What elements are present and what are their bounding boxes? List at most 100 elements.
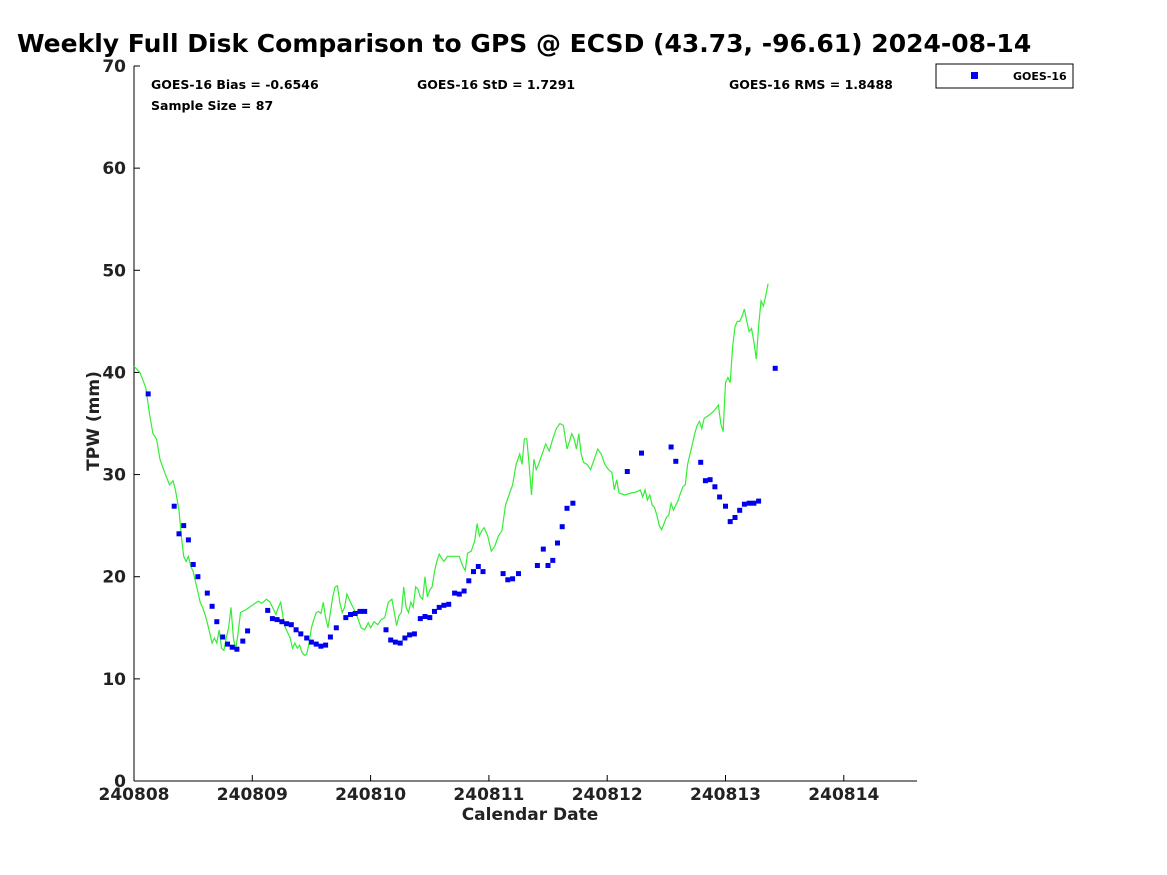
goes16-point <box>746 500 752 506</box>
legend-marker-icon <box>971 72 978 79</box>
goes16-point <box>265 607 271 613</box>
goes16-point <box>411 631 417 637</box>
goes16-point <box>723 503 728 509</box>
goes16-point <box>639 450 644 456</box>
goes16-point <box>171 503 177 509</box>
goes16-point <box>190 562 196 567</box>
goes16-point <box>352 611 358 616</box>
goes16-point <box>333 625 339 631</box>
goes16-point <box>245 628 251 634</box>
goes16-point <box>274 617 280 623</box>
legend-label: GOES-16 <box>1013 70 1067 83</box>
goes16-point <box>446 601 452 607</box>
y-axis-label: TPW (mm) <box>84 371 104 471</box>
stat-bias: GOES-16 Bias = -0.6546 <box>151 77 319 92</box>
y-tick-label: 30 <box>102 466 126 486</box>
x-tick-label: 240810 <box>335 785 406 805</box>
goes16-point <box>441 602 447 608</box>
goes16-point <box>500 571 506 577</box>
x-axis-label: Calendar Date <box>462 805 599 825</box>
x-tick-label: 240809 <box>217 785 288 805</box>
y-tick-label: 40 <box>102 363 126 383</box>
goes16-point <box>668 444 674 450</box>
goes16-point <box>209 603 215 609</box>
goes16-point <box>471 569 476 575</box>
goes16-point <box>427 615 433 621</box>
goes16-point <box>327 634 333 640</box>
goes16-point <box>362 608 368 614</box>
goes16-point <box>564 505 570 511</box>
goes16-point <box>456 591 462 597</box>
legend: GOES-16 <box>935 63 1074 89</box>
goes16-point <box>392 639 398 645</box>
goes16-point <box>313 641 319 647</box>
chart-title: Weekly Full Disk Comparison to GPS @ ECS… <box>17 29 1031 58</box>
stat-rms: GOES-16 RMS = 1.8488 <box>729 77 893 92</box>
goes16-point <box>293 627 299 633</box>
goes16-point <box>195 574 201 580</box>
x-tick-label: 240812 <box>572 785 643 805</box>
x-tick-label: 240811 <box>453 785 524 805</box>
goes16-point <box>407 632 413 638</box>
goes16-point <box>308 639 314 645</box>
goes16-point <box>181 523 187 529</box>
goes16-point <box>534 563 540 568</box>
goes16-point <box>204 590 210 596</box>
goes16-point <box>279 619 285 625</box>
goes16-point <box>288 622 294 628</box>
goes16-point <box>732 515 738 520</box>
x-tick-label: 240814 <box>808 785 879 805</box>
goes16-point <box>772 365 778 371</box>
goes16-point <box>516 571 521 577</box>
stat-std: GOES-16 StD = 1.7291 <box>417 77 575 92</box>
goes16-point <box>269 616 275 622</box>
goes16-point <box>461 588 467 594</box>
goes16-point <box>176 531 182 537</box>
goes16-point <box>712 484 718 490</box>
legend-box <box>935 63 1074 89</box>
goes16-point <box>323 642 329 648</box>
goes16-point <box>570 500 576 506</box>
goes16-point <box>559 524 565 530</box>
goes16-point <box>751 500 757 506</box>
y-tick-label: 0 <box>114 772 126 792</box>
goes16-point <box>698 459 704 465</box>
goes16-point <box>348 612 353 617</box>
goes16-point <box>397 640 403 646</box>
goes16-point <box>707 477 713 483</box>
goes16-point <box>510 576 516 582</box>
y-tick-label: 20 <box>102 568 126 588</box>
y-tick-label: 50 <box>102 261 126 281</box>
goes16-point <box>624 469 630 474</box>
goes16-point <box>727 519 733 525</box>
x-tick-label: 240808 <box>99 785 170 805</box>
goes16-point <box>550 557 556 563</box>
y-tick-label: 10 <box>102 670 126 690</box>
goes16-point <box>357 608 363 614</box>
goes16-point <box>383 627 389 633</box>
goes16-point <box>284 621 290 627</box>
goes16-point <box>417 616 423 622</box>
goes16-point <box>145 391 151 397</box>
plot-area: 0 10 20 30 40 50 60 70 240808 240809 240810 240811 2… <box>99 57 917 805</box>
goes16-point <box>480 569 486 575</box>
goes16-point <box>555 540 560 546</box>
goes16-point <box>185 537 191 543</box>
goes16-point <box>737 507 743 513</box>
goes16-point <box>717 494 723 500</box>
goes16-point <box>545 563 551 568</box>
goes16-point <box>741 501 747 507</box>
goes16-point <box>298 631 304 637</box>
goes16-point <box>304 635 310 641</box>
x-tick-label: 240813 <box>690 785 761 805</box>
goes16-point <box>505 577 511 583</box>
goes16-point <box>240 638 246 644</box>
goes16-point <box>318 643 324 649</box>
goes16-point <box>422 614 428 619</box>
goes16-point <box>402 635 408 641</box>
goes16-point <box>756 498 762 504</box>
goes16-point <box>466 578 472 584</box>
goes16-point <box>343 615 349 621</box>
goes16-point <box>702 478 708 484</box>
